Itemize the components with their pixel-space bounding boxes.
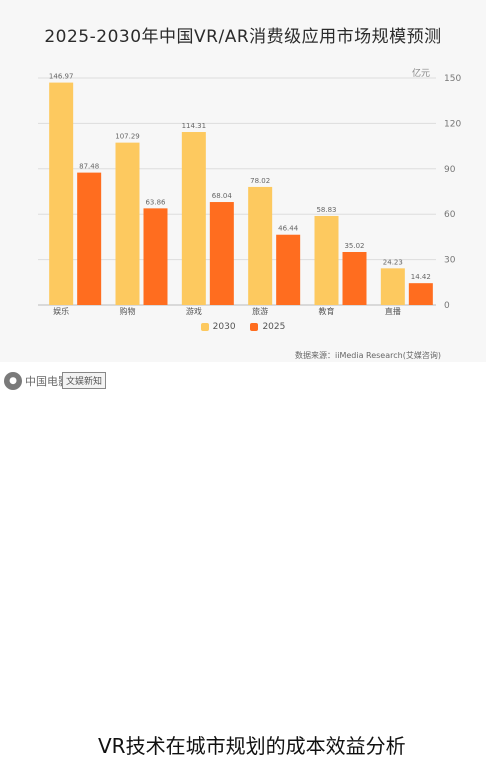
legend-swatch-2025 (250, 323, 259, 331)
x-tick-label: 娱乐 (53, 306, 69, 316)
bar-2030 (181, 132, 206, 305)
legend-item-2025: 2025 (250, 322, 285, 332)
bar-2030 (314, 215, 339, 305)
bar-2030 (248, 186, 273, 305)
data-label: 46.44 (278, 225, 299, 233)
y-tick-label: 120 (444, 119, 461, 129)
bar-2025 (209, 202, 234, 305)
bar-2030 (380, 268, 405, 305)
data-label: 114.31 (182, 122, 207, 130)
data-label: 107.29 (115, 133, 140, 141)
caption: VR技术在城市规划的成本效益分析 (98, 734, 406, 758)
legend-label-2030: 2030 (212, 322, 236, 332)
bar-2025 (77, 172, 102, 305)
y-tick-label: 150 (444, 74, 461, 84)
data-label: 14.42 (411, 273, 431, 281)
data-source: 数据来源：iiMedia Research(艾媒咨询) (295, 351, 441, 360)
data-label: 146.97 (49, 73, 74, 81)
y-tick-label: 30 (444, 256, 456, 266)
watermark-badge: 文娱新知 (62, 372, 107, 389)
footer: ● 中国电影资料馆 文娱新知 VR技术在城市规划的成本效益分析 (0, 362, 486, 758)
chart-title: 2025-2030年中国VR/AR消费级应用市场规模预测 (44, 27, 442, 47)
data-label: 35.02 (344, 242, 364, 250)
data-label: 78.02 (250, 177, 270, 185)
y-axis-unit: 亿元 (412, 69, 431, 79)
y-tick-label: 90 (444, 165, 456, 175)
x-tick-label: 直播 (385, 306, 401, 316)
data-label: 68.04 (212, 192, 233, 200)
bar-2025 (342, 252, 367, 305)
bar-2025 (276, 234, 301, 305)
bar-2030 (49, 82, 74, 305)
legend-swatch-2030 (200, 323, 209, 331)
bar-2030 (115, 142, 140, 305)
legend-label-2025: 2025 (262, 322, 286, 332)
chart-card: 2025-2030年中国VR/AR消费级应用市场规模预测 亿元 0 30 60 90 1… (0, 0, 486, 362)
film-reel-icon: ● (4, 372, 22, 390)
x-tick-label: 游戏 (186, 306, 202, 316)
bar-2025 (143, 208, 168, 305)
data-label: 58.83 (316, 206, 336, 214)
x-tick-label: 教育 (319, 306, 335, 316)
data-label: 63.86 (145, 198, 166, 206)
x-tick-label: 购物 (120, 306, 136, 316)
bar-chart: 0 30 60 90 120 150 146.97 87.48 娱乐 107.29 63.86 购物 1… (38, 73, 461, 316)
data-label: 87.48 (79, 163, 99, 171)
y-tick-label: 0 (444, 301, 450, 311)
y-tick-label: 60 (444, 210, 456, 220)
x-tick-label: 旅游 (252, 306, 268, 316)
bar-2025 (408, 283, 433, 305)
legend: 2030 2025 (0, 322, 486, 334)
legend-item-2030: 2030 (200, 322, 236, 332)
data-label: 24.23 (383, 258, 403, 266)
